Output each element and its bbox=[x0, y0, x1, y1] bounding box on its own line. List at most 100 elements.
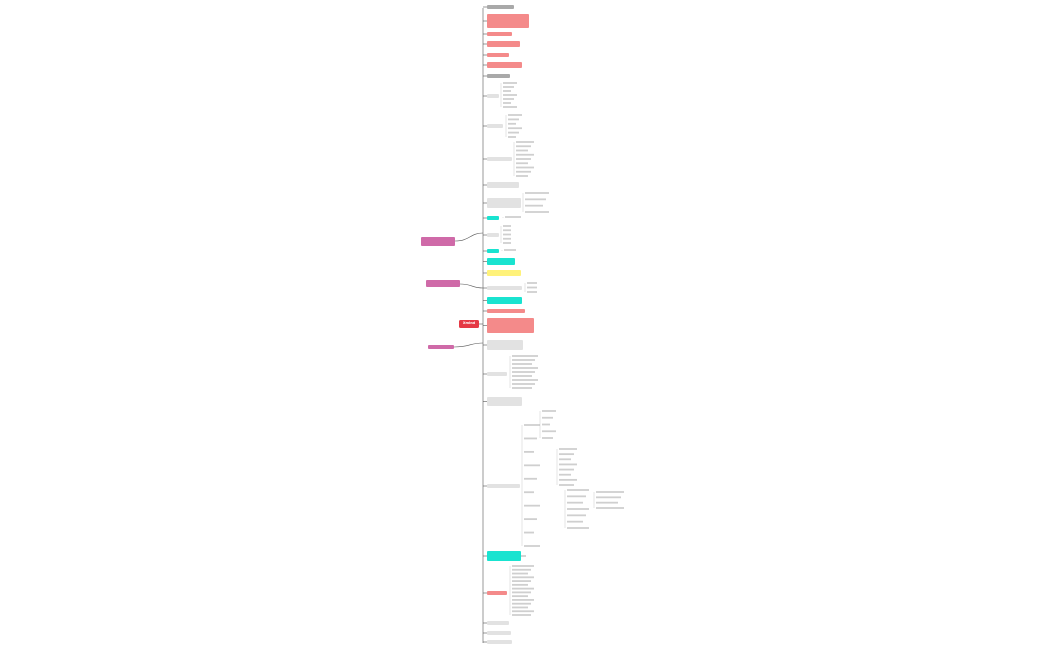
leaf-topic-stub[interactable] bbox=[525, 204, 543, 207]
leaf-topic-stub[interactable] bbox=[542, 437, 553, 439]
topic-node[interactable] bbox=[487, 157, 512, 161]
leaf-topic-stub[interactable] bbox=[524, 491, 534, 494]
topic-node[interactable] bbox=[487, 340, 523, 350]
leaf-topic-stub[interactable] bbox=[512, 572, 528, 575]
leaf-topic-stub[interactable] bbox=[516, 162, 528, 165]
leaf-topic-stub[interactable] bbox=[503, 102, 511, 104]
topic-node[interactable] bbox=[487, 309, 525, 313]
topic-node[interactable] bbox=[487, 32, 512, 36]
topic-node[interactable] bbox=[487, 5, 514, 9]
leaf-topic-stub[interactable] bbox=[542, 410, 556, 412]
leaf-topic-stub[interactable] bbox=[596, 491, 624, 493]
leaf-topic-stub[interactable] bbox=[524, 504, 540, 507]
leaf-topic-stub[interactable] bbox=[508, 114, 522, 116]
topic-node[interactable] bbox=[487, 14, 529, 28]
topic-node[interactable] bbox=[487, 640, 512, 644]
leaf-topic-stub[interactable] bbox=[596, 507, 624, 509]
leaf-topic-stub[interactable] bbox=[508, 118, 519, 121]
topic-node[interactable] bbox=[487, 62, 522, 68]
branch-label-middle[interactable] bbox=[426, 280, 460, 287]
leaf-topic-stub[interactable] bbox=[512, 595, 528, 598]
leaf-topic-stub[interactable] bbox=[596, 501, 618, 504]
leaf-topic-stub[interactable] bbox=[596, 496, 621, 499]
leaf-topic-stub[interactable] bbox=[505, 216, 521, 218]
topic-node[interactable] bbox=[487, 258, 515, 265]
leaf-topic-stub[interactable] bbox=[516, 166, 534, 169]
leaf-topic-stub[interactable] bbox=[559, 478, 577, 481]
leaf-topic-stub[interactable] bbox=[542, 423, 550, 426]
leaf-topic-stub[interactable] bbox=[567, 501, 583, 504]
leaf-topic-stub[interactable] bbox=[508, 122, 516, 125]
topic-node[interactable] bbox=[487, 124, 503, 128]
topic-node[interactable] bbox=[487, 551, 521, 561]
leaf-topic-stub[interactable] bbox=[512, 379, 538, 381]
leaf-topic-stub[interactable] bbox=[512, 367, 538, 369]
leaf-topic-stub[interactable] bbox=[524, 464, 540, 467]
leaf-topic-stub[interactable] bbox=[512, 614, 531, 616]
leaf-topic-stub[interactable] bbox=[567, 508, 589, 510]
topic-node[interactable] bbox=[487, 53, 509, 57]
leaf-topic-stub[interactable] bbox=[512, 363, 532, 365]
leaf-topic-stub[interactable] bbox=[512, 576, 534, 579]
leaf-topic-stub[interactable] bbox=[516, 141, 534, 143]
leaf-topic-stub[interactable] bbox=[525, 192, 549, 194]
leaf-topic-stub[interactable] bbox=[527, 282, 537, 284]
topic-node[interactable] bbox=[487, 94, 499, 98]
leaf-topic-stub[interactable] bbox=[559, 458, 571, 461]
leaf-topic-stub[interactable] bbox=[527, 291, 537, 293]
leaf-topic-stub[interactable] bbox=[512, 565, 534, 567]
leaf-topic-stub[interactable] bbox=[503, 98, 514, 100]
leaf-topic-stub[interactable] bbox=[567, 527, 589, 529]
topic-node[interactable] bbox=[487, 198, 521, 208]
leaf-topic-stub[interactable] bbox=[512, 355, 538, 357]
leaf-topic-stub[interactable] bbox=[524, 450, 534, 453]
leaf-topic-stub[interactable] bbox=[512, 602, 531, 605]
leaf-topic-stub[interactable] bbox=[504, 249, 516, 251]
topic-node[interactable] bbox=[487, 233, 499, 237]
topic-node[interactable] bbox=[487, 182, 519, 188]
branch-label-lower[interactable] bbox=[428, 345, 454, 349]
leaf-topic-stub[interactable] bbox=[503, 225, 511, 227]
leaf-topic-stub[interactable] bbox=[527, 286, 537, 289]
topic-node[interactable] bbox=[487, 621, 509, 625]
topic-node[interactable] bbox=[487, 318, 534, 333]
leaf-topic-stub[interactable] bbox=[503, 94, 517, 96]
leaf-topic-stub[interactable] bbox=[559, 453, 574, 456]
leaf-topic-stub[interactable] bbox=[524, 424, 540, 426]
leaf-topic-stub[interactable] bbox=[516, 158, 531, 160]
leaf-topic-stub[interactable] bbox=[503, 229, 511, 232]
leaf-topic-stub[interactable] bbox=[516, 170, 531, 173]
leaf-topic-stub[interactable] bbox=[503, 106, 517, 108]
leaf-topic-stub[interactable] bbox=[512, 359, 535, 361]
topic-node[interactable] bbox=[487, 41, 520, 47]
topic-node[interactable] bbox=[487, 591, 507, 595]
leaf-topic-stub[interactable] bbox=[524, 518, 537, 521]
leaf-topic-stub[interactable] bbox=[559, 484, 574, 486]
leaf-topic-stub[interactable] bbox=[508, 127, 522, 130]
leaf-topic-stub[interactable] bbox=[559, 448, 577, 450]
leaf-topic-stub[interactable] bbox=[503, 86, 514, 88]
leaf-topic-stub[interactable] bbox=[512, 610, 534, 613]
leaf-topic-stub[interactable] bbox=[512, 568, 531, 571]
leaf-topic-stub[interactable] bbox=[567, 520, 583, 523]
leaf-topic-stub[interactable] bbox=[524, 437, 537, 440]
leaf-topic-stub[interactable] bbox=[524, 531, 534, 534]
leaf-topic-stub[interactable] bbox=[516, 175, 528, 177]
leaf-topic-stub[interactable] bbox=[567, 489, 589, 491]
branch-label-upper[interactable] bbox=[421, 237, 455, 246]
topic-node[interactable] bbox=[487, 631, 511, 635]
leaf-topic-stub[interactable] bbox=[516, 149, 528, 152]
leaf-topic-stub[interactable] bbox=[567, 514, 586, 517]
leaf-topic-stub[interactable] bbox=[516, 145, 531, 148]
leaf-topic-stub[interactable] bbox=[512, 587, 534, 590]
leaf-topic-stub[interactable] bbox=[512, 583, 528, 586]
leaf-topic-stub[interactable] bbox=[542, 430, 556, 433]
leaf-topic-stub[interactable] bbox=[512, 383, 535, 385]
topic-node[interactable] bbox=[487, 397, 522, 406]
topic-node[interactable] bbox=[487, 216, 499, 220]
leaf-topic-stub[interactable] bbox=[525, 198, 546, 201]
leaf-topic-stub[interactable] bbox=[508, 136, 516, 138]
leaf-topic-stub[interactable] bbox=[512, 591, 531, 594]
leaf-topic-stub[interactable] bbox=[512, 606, 528, 609]
topic-node[interactable] bbox=[487, 249, 499, 253]
